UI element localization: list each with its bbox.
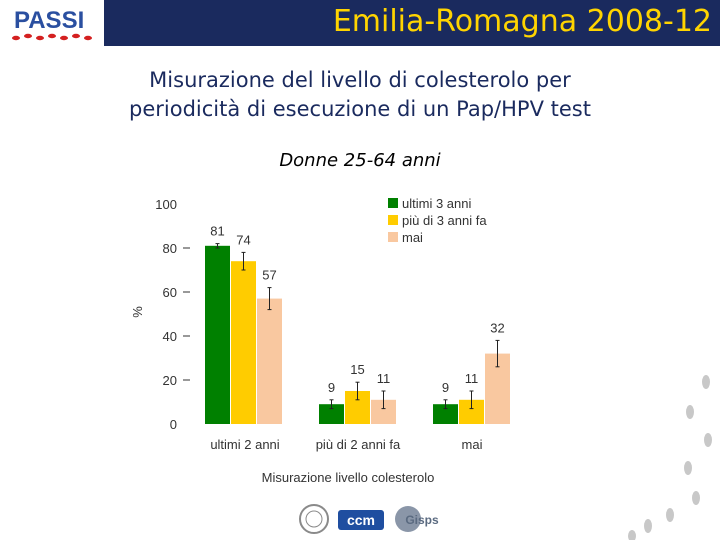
data-label: 57	[262, 268, 276, 283]
data-label: 11	[465, 371, 479, 386]
bar	[257, 298, 282, 424]
y-axis-label: %	[130, 306, 145, 318]
legend-swatch	[388, 232, 398, 242]
bar	[433, 404, 458, 424]
bars	[205, 243, 510, 424]
legend-label: mai	[402, 230, 423, 245]
ccm-logo-text: ccm	[347, 512, 375, 528]
footprint-trail-icon	[628, 375, 712, 540]
legend-label: più di 3 anni fa	[402, 213, 487, 228]
y-tick-label: 80	[163, 241, 177, 256]
y-tick-label: 0	[170, 417, 177, 432]
slide-title-line1: Misurazione del livello di colesterolo p…	[149, 68, 571, 92]
data-labels: 81 9 9 74 15 11 57 11 32	[210, 224, 504, 395]
ministry-seal-inner	[305, 510, 323, 528]
decorations: ccm Gisps	[299, 375, 712, 540]
slide-title-line2: periodicità di esecuzione di un Pap/HPV …	[129, 97, 591, 121]
header: PASSI Emilia-Romagna 2008-12	[0, 0, 720, 46]
x-category-label: ultimi 2 anni	[210, 437, 279, 452]
title-bar: Emilia-Romagna 2008-12	[104, 0, 720, 46]
legend-swatch	[388, 215, 398, 225]
data-label: 32	[490, 320, 504, 335]
data-label: 11	[377, 371, 391, 386]
data-label: 81	[210, 224, 224, 239]
bar	[231, 261, 256, 424]
y-tick-label: 20	[163, 373, 177, 388]
x-axis-label: Misurazione livello colesterolo	[262, 470, 435, 485]
y-tick-label: 100	[155, 197, 177, 212]
axes: 0 20 40 60 80 100% Misurazione livello coleste…	[130, 197, 483, 485]
y-tick-label: 60	[163, 285, 177, 300]
y-tick-label: 40	[163, 329, 177, 344]
legend-label: ultimi 3 anni	[402, 196, 471, 211]
passi-logo: PASSI	[0, 0, 104, 46]
gisps-logo-text: Gisps	[405, 513, 439, 527]
logo-text: PASSI	[14, 7, 84, 34]
region-title: Emilia-Romagna 2008-12	[332, 4, 712, 39]
data-label: 9	[328, 380, 335, 395]
legend-swatch	[388, 198, 398, 208]
gisps-logo-icon	[395, 506, 421, 532]
bar	[319, 404, 344, 424]
ministry-seal-icon	[299, 504, 329, 534]
x-category-label: mai	[462, 437, 483, 452]
data-label: 15	[350, 362, 364, 377]
data-label: 74	[236, 232, 250, 247]
footer-logos: ccm Gisps	[299, 504, 439, 534]
legend: ultimi 3 anni più di 3 anni fa mai	[388, 196, 487, 245]
passi-logo-graphic: PASSI	[12, 7, 92, 41]
bar	[205, 245, 230, 424]
slide-subtitle: Donne 25-64 anni	[279, 150, 441, 171]
footprints-icon	[12, 33, 92, 41]
ccm-logo	[338, 510, 384, 530]
x-category-label: più di 2 anni fa	[316, 437, 401, 452]
data-label: 9	[442, 380, 449, 395]
